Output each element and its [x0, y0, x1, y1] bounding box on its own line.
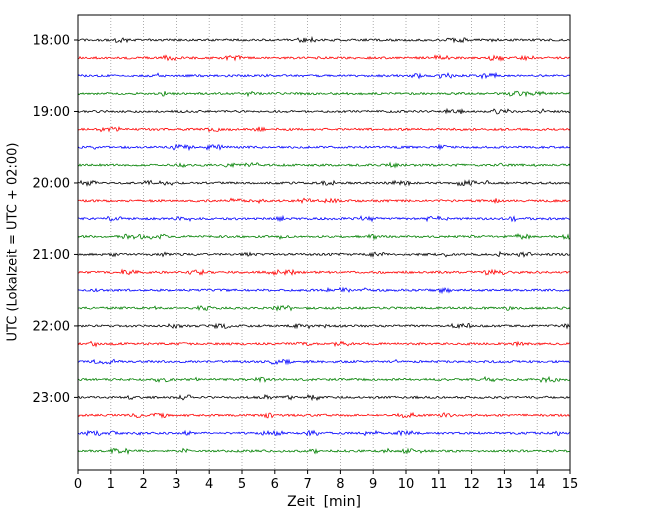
seismogram-trace-1830 — [77, 71, 571, 80]
seismogram-trace-2045 — [77, 232, 571, 241]
plot-border — [77, 14, 571, 471]
x-tick-label: 15 — [562, 477, 579, 492]
x-tick-label: 11 — [431, 477, 448, 492]
seismogram-trace-1845 — [77, 90, 571, 98]
seismogram-trace-2345 — [77, 447, 571, 455]
seismogram-trace-2115 — [77, 268, 571, 276]
x-tick-label: 13 — [496, 477, 513, 492]
x-tick-label: 3 — [172, 477, 180, 492]
seismogram-trace-2300 — [77, 393, 571, 402]
seismogram-trace-1900 — [77, 107, 571, 115]
y-tick-label: 21:00 — [33, 248, 70, 263]
y-tick-label: 20:00 — [33, 176, 70, 191]
seismogram-trace-2330 — [77, 429, 571, 437]
x-tick-label: 12 — [463, 477, 480, 492]
x-tick-label: 2 — [139, 477, 147, 492]
x-tick-label: 5 — [238, 477, 246, 492]
seismogram-trace-2230 — [77, 358, 571, 366]
seismogram-trace-2145 — [77, 304, 571, 312]
seismogram-trace-1815 — [77, 54, 571, 62]
x-tick-label: 6 — [271, 477, 279, 492]
seismogram-trace-2015 — [77, 197, 571, 205]
seismogram-trace-2030 — [77, 214, 571, 223]
x-axis-label: Zeit [min] — [287, 494, 361, 510]
x-tick-label: 4 — [205, 477, 213, 492]
y-tick-label: 18:00 — [33, 34, 70, 49]
seismogram-trace-1930 — [77, 143, 571, 152]
seismogram-trace-2315 — [77, 411, 571, 419]
y-axis-label: UTC (Lokalzeit = UTC + 02:00) — [5, 142, 21, 342]
seismogram-trace-2245 — [77, 375, 571, 384]
seismogram-trace-2215 — [77, 340, 571, 348]
x-tick-label: 9 — [369, 477, 377, 492]
seismogram-trace-2000 — [77, 179, 571, 187]
y-tick-label: 19:00 — [33, 105, 70, 120]
seismogram-trace-2200 — [77, 322, 571, 330]
seismogram-trace-1945 — [77, 161, 571, 169]
x-tick-label: 8 — [336, 477, 344, 492]
y-tick-label: 23:00 — [33, 391, 70, 406]
seismogram-trace-2130 — [77, 286, 571, 295]
y-tick-label: 22:00 — [33, 319, 70, 334]
x-tick-label: 10 — [398, 477, 415, 492]
x-tick-label: 0 — [74, 477, 82, 492]
x-tick-label: 14 — [529, 477, 546, 492]
x-tick-label: 7 — [303, 477, 311, 492]
seismogram-trace-2100 — [77, 250, 571, 258]
seismogram-trace-1800 — [77, 35, 570, 44]
seismogram-trace-1915 — [77, 125, 571, 133]
x-tick-label: 1 — [107, 477, 115, 492]
